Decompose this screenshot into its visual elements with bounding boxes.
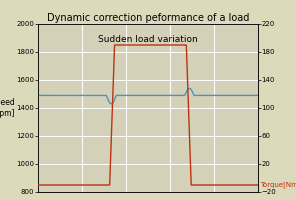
Title: Dynamic correction peformance of a load: Dynamic correction peformance of a load [47,13,249,23]
Text: Torque[Nm]: Torque[Nm] [260,182,296,188]
Text: Sudden load variation: Sudden load variation [98,35,197,44]
Y-axis label: Speed
[rpm]: Speed [rpm] [0,98,15,118]
